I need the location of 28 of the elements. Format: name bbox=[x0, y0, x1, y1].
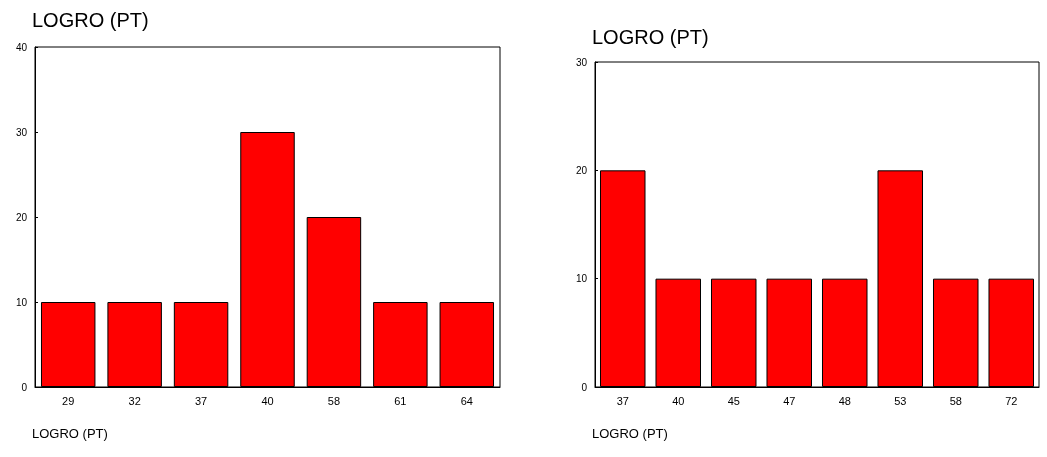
x-tick-label: 45 bbox=[727, 394, 740, 407]
y-tick-label: 10 bbox=[15, 296, 28, 308]
y-tick-label: 10 bbox=[575, 273, 588, 285]
x-tick-label: 58 bbox=[949, 394, 962, 407]
x-tick-label: 29 bbox=[62, 394, 75, 407]
chart-title: LOGRO (PT) bbox=[592, 26, 709, 48]
x-tick-label: 48 bbox=[838, 394, 851, 407]
y-tick-label: 40 bbox=[15, 41, 28, 53]
x-axis-title: LOGRO (PT) bbox=[592, 426, 668, 441]
y-tick-label: 20 bbox=[575, 164, 588, 176]
y-tick-label: 30 bbox=[575, 56, 588, 68]
x-tick-label: 32 bbox=[128, 394, 141, 407]
x-tick-label: 53 bbox=[894, 394, 907, 407]
x-axis-title: LOGRO (PT) bbox=[32, 426, 108, 441]
x-tick-label: 72 bbox=[1005, 394, 1018, 407]
x-tick-label: 47 bbox=[783, 394, 796, 407]
x-tick-label: 37 bbox=[194, 394, 208, 407]
chart-title: LOGRO (PT) bbox=[32, 9, 149, 31]
y-tick-label: 20 bbox=[15, 211, 28, 223]
x-tick-label: 64 bbox=[460, 394, 473, 407]
x-tick-label: 37 bbox=[616, 394, 629, 407]
x-tick-label: 40 bbox=[261, 394, 274, 407]
y-tick-label: 30 bbox=[15, 126, 28, 138]
y-tick-label: 0 bbox=[581, 381, 588, 393]
x-tick-label: 58 bbox=[327, 394, 341, 407]
x-tick-label: 40 bbox=[672, 394, 685, 407]
x-tick-label: 61 bbox=[394, 394, 407, 407]
y-tick-label: 0 bbox=[21, 381, 28, 393]
